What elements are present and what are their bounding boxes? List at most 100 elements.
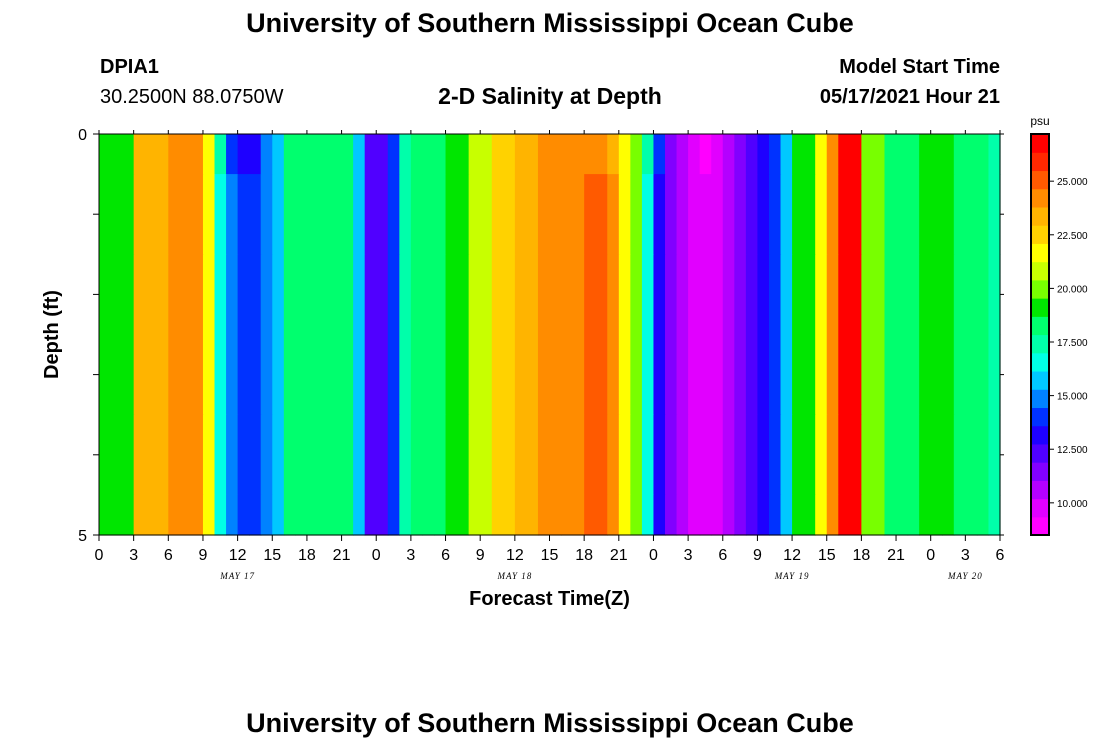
heatmap-cell [826, 334, 839, 416]
heatmap-cell [537, 174, 562, 255]
heatmap-cell [237, 334, 250, 416]
heatmap-cell [237, 174, 250, 255]
x-tick-label: 0 [926, 547, 935, 564]
heatmap-cell [884, 494, 897, 536]
heatmap-cell [364, 494, 377, 536]
heatmap-cell [422, 494, 435, 536]
heatmap-cell [838, 174, 862, 255]
heatmap-cell [260, 134, 273, 175]
heatmap-cell [699, 494, 712, 536]
colorbar-tick-label: 20.000 [1057, 284, 1088, 295]
heatmap-cell [953, 414, 966, 496]
heatmap-cell [491, 254, 516, 336]
heatmap-cell [757, 254, 770, 336]
heatmap-cell [688, 174, 701, 255]
heatmap-cell [468, 414, 493, 496]
heatmap-cell [376, 334, 389, 416]
x-axis-label: Forecast Time(Z) [469, 588, 630, 610]
heatmap-cell [676, 134, 689, 175]
heatmap-cell [953, 174, 966, 255]
heatmap-cell [815, 174, 828, 255]
heatmap-cell [202, 134, 216, 175]
heatmap-cell [988, 414, 1001, 496]
heatmap-cell [711, 334, 724, 416]
heatmap-cell [410, 494, 424, 536]
heatmap-cell [561, 174, 585, 255]
heatmap-cell [607, 134, 620, 175]
heatmap-cell [699, 134, 712, 175]
heatmap-cell [202, 334, 216, 416]
heatmap-cell [757, 414, 770, 496]
heatmap-cell [214, 334, 227, 416]
heatmap-cell [780, 494, 793, 536]
heatmap-cell [561, 494, 585, 536]
heatmap-cell [942, 174, 955, 255]
heatmap-cell [399, 494, 412, 536]
heatmap-cell [445, 254, 470, 336]
heatmap-cell [792, 254, 816, 336]
heatmap-cell [341, 174, 354, 255]
main-title: University of Southern Mississippi Ocean… [246, 8, 854, 38]
heatmap-cell [295, 414, 308, 496]
heatmap-cell [433, 134, 447, 175]
heatmap-cell [919, 494, 932, 536]
heatmap-cell [965, 134, 978, 175]
heatmap-cell [283, 134, 296, 175]
heatmap-cell [630, 494, 643, 536]
heatmap-cell [930, 254, 943, 336]
heatmap-cell [584, 134, 608, 175]
heatmap-cell [861, 254, 886, 336]
heatmap-cell [734, 414, 747, 496]
colorbar-swatch [1031, 443, 1049, 463]
heatmap-cell [711, 414, 724, 496]
x-tick-label: 12 [783, 547, 801, 564]
heatmap-cell [745, 334, 759, 416]
heatmap-cell [376, 494, 389, 536]
heatmap-cell [988, 334, 1001, 416]
heatmap-cell [376, 174, 389, 255]
heatmap-cell [780, 334, 793, 416]
heatmap-cell [630, 334, 643, 416]
heatmap-cell [168, 334, 204, 416]
heatmap-cell [306, 334, 343, 416]
heatmap-cell [537, 254, 562, 336]
colorbar-tick-label: 25.000 [1057, 177, 1088, 188]
heatmap-cell [468, 134, 493, 175]
heatmap-cell [295, 334, 308, 416]
heatmap-cell [653, 414, 666, 496]
heatmap-cell [745, 254, 759, 336]
heatmap-cell [780, 134, 793, 175]
heatmap-cell [387, 334, 400, 416]
heatmap-cell [226, 134, 239, 175]
heatmap-cell [630, 414, 643, 496]
heatmap-cell [295, 174, 308, 255]
station-coordinates: 30.2500N 88.0750W [100, 86, 284, 108]
heatmap-cell [433, 334, 447, 416]
heatmap-cell [514, 334, 539, 416]
heatmap-cell [306, 494, 343, 536]
x-tick-label: 18 [298, 547, 316, 564]
heatmap-cell [584, 174, 608, 255]
heatmap-cell [376, 414, 389, 496]
heatmap-cell [260, 254, 273, 336]
heatmap-cell [410, 174, 424, 255]
x-tick-label: 21 [610, 547, 628, 564]
heatmap-cell [792, 334, 816, 416]
heatmap-cell [988, 174, 1001, 255]
heatmap-cell [422, 174, 435, 255]
heatmap-cell [688, 494, 701, 536]
x-tick-label: 15 [263, 547, 281, 564]
date-label: MAY 20 [947, 571, 983, 581]
heatmap-cell [99, 414, 135, 496]
heatmap-cell [734, 134, 747, 175]
heatmap-cell [630, 134, 643, 175]
heatmap-cell [537, 494, 562, 536]
heatmap-cell [722, 334, 735, 416]
heatmap-cell [272, 494, 285, 536]
heatmap-cell [468, 174, 493, 255]
heatmap-cell [433, 254, 447, 336]
heatmap-cell [272, 174, 285, 255]
heatmap-cell [734, 254, 747, 336]
heatmap-cell [237, 134, 250, 175]
